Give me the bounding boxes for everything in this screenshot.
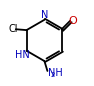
Text: O: O bbox=[68, 16, 77, 26]
Text: HN: HN bbox=[15, 50, 30, 60]
Text: Cl: Cl bbox=[8, 24, 18, 34]
Text: NH: NH bbox=[48, 68, 63, 78]
Text: 2: 2 bbox=[50, 72, 55, 78]
Text: N: N bbox=[41, 10, 48, 20]
